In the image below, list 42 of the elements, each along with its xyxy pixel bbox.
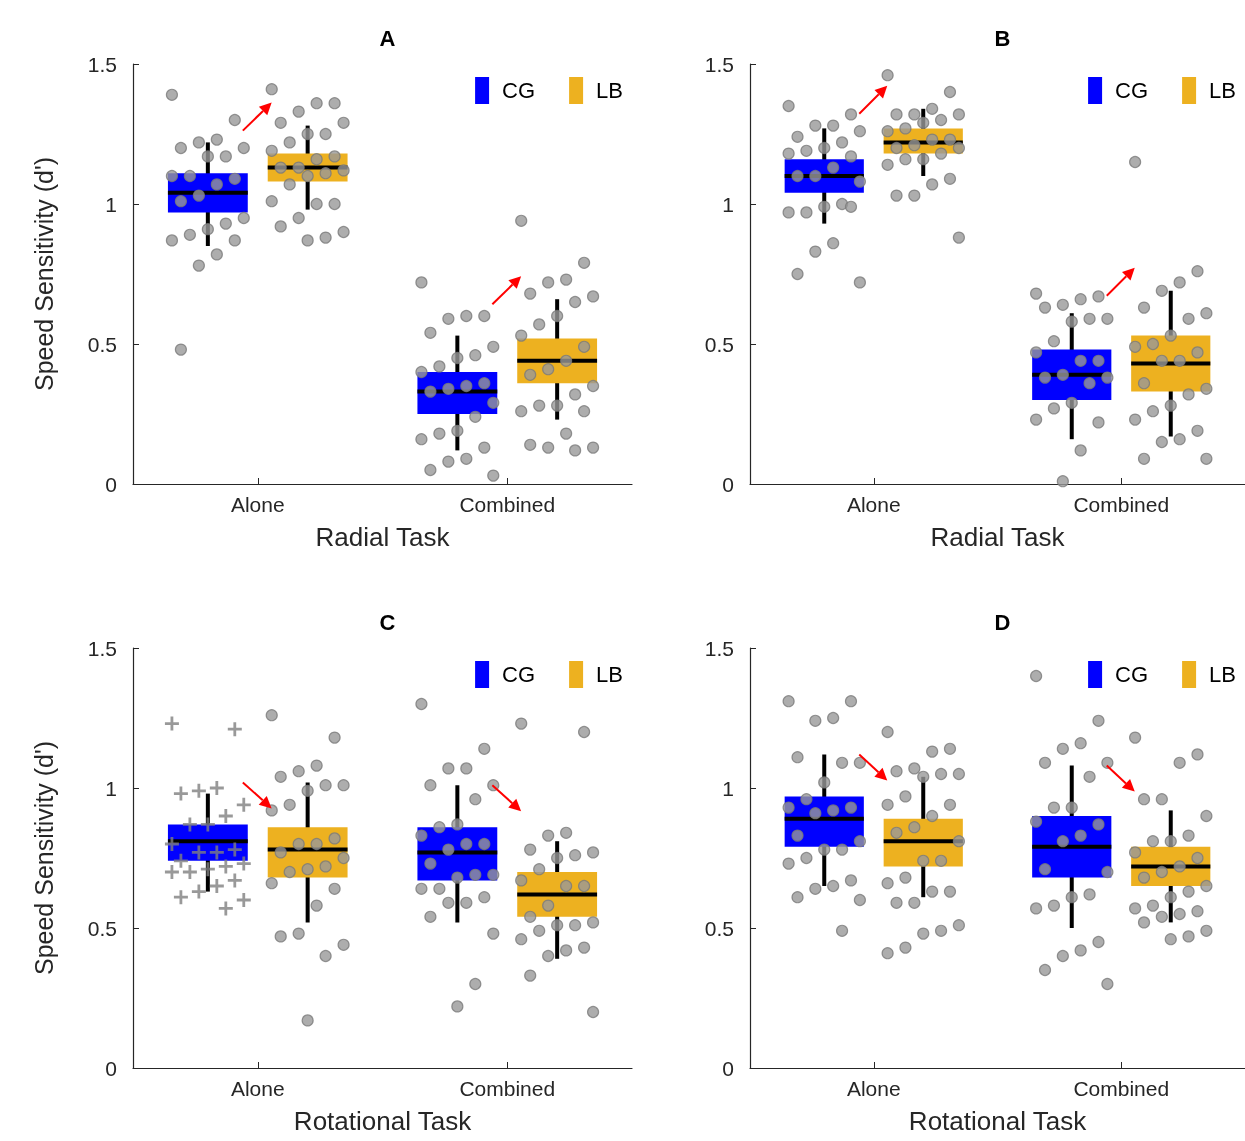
x-axis-title: Rotational Task: [293, 1106, 473, 1136]
y-tick-label: 1.5: [87, 636, 117, 660]
y-tick-label: 0: [105, 472, 117, 496]
legend-label: CG: [502, 78, 536, 103]
y-tick-label: 1: [105, 776, 117, 800]
legend-label: CG: [502, 662, 536, 687]
x-tick-label: Alone: [846, 1077, 901, 1100]
y-tick-label: 0: [722, 472, 734, 496]
chart-title: A: [379, 25, 396, 51]
y-tick-label: 1.5: [704, 52, 734, 76]
x-axis-title: Radial Task: [315, 522, 451, 552]
x-tick-label: Alone: [230, 1077, 285, 1100]
legend-label: LB: [596, 662, 624, 687]
x-tick-label: Combined: [1073, 1077, 1170, 1100]
legend-label: LB: [1209, 78, 1237, 103]
legend-label: CG: [1115, 662, 1149, 687]
y-tick-label: 1: [722, 192, 734, 216]
y-tick-label: 1.5: [704, 636, 734, 660]
y-tick-label: 0: [105, 1056, 117, 1080]
y-axis-title: Speed Sensitivity (d'): [29, 740, 58, 976]
legend-label: CG: [1115, 78, 1149, 103]
y-tick-label: 0.5: [704, 916, 734, 940]
y-tick-label: 1: [722, 776, 734, 800]
y-tick-label: 0.5: [704, 332, 734, 356]
chart-title: D: [994, 609, 1011, 635]
y-tick-label: 0: [722, 1056, 734, 1080]
y-tick-label: 1: [105, 192, 117, 216]
y-tick-label: 0.5: [87, 332, 117, 356]
chart-title: B: [994, 25, 1011, 51]
x-tick-label: Alone: [846, 493, 901, 516]
x-axis-title: Rotational Task: [908, 1106, 1088, 1136]
y-tick-label: 0.5: [87, 916, 117, 940]
legend-label: LB: [596, 78, 624, 103]
y-axis-title: Speed Sensitivity (d'): [29, 156, 58, 392]
x-tick-label: Combined: [1073, 493, 1170, 516]
chart-title: C: [379, 609, 396, 635]
y-tick-label: 1.5: [87, 52, 117, 76]
legend-label: LB: [1209, 662, 1237, 687]
x-tick-label: Alone: [230, 493, 285, 516]
x-tick-label: Combined: [459, 493, 556, 516]
x-axis-title: Radial Task: [930, 522, 1066, 552]
x-tick-label: Combined: [459, 1077, 556, 1100]
